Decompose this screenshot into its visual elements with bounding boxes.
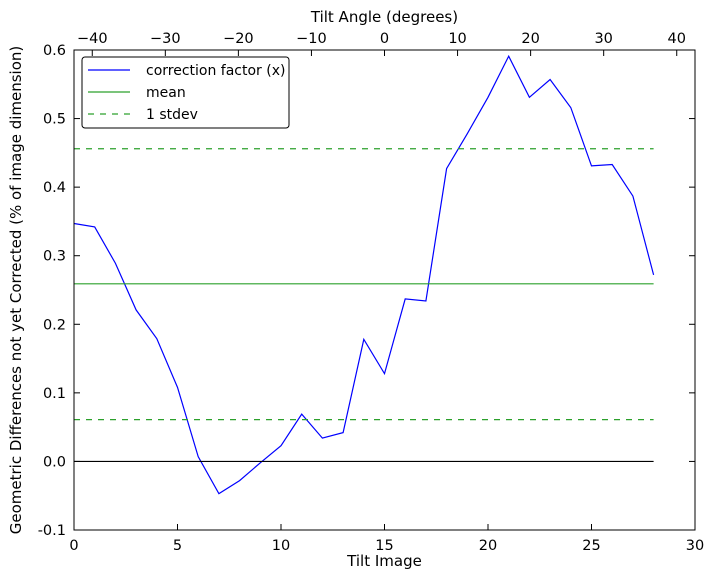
y-tick-label: 0.4 (43, 180, 66, 196)
legend-box (81, 56, 290, 129)
x-tick-label: 15 (375, 538, 393, 554)
top-tick-label: 20 (521, 31, 539, 47)
x-tick-label: 25 (582, 538, 600, 554)
axis-ticks: 0 5 10 15 20 25 30 -0.1 0.0 0.1 0.2 0.3 0.4 0.5 0.6 −40… (38, 31, 705, 554)
y-tick-label: 0.6 (43, 43, 66, 59)
series-line-0-correction-factor-x (73, 54, 655, 495)
y-tick-label: 0.0 (43, 454, 66, 470)
y-tick-label: 0.2 (43, 317, 66, 333)
top-tick-label: 10 (448, 31, 466, 47)
y-axis-label: Geometric Differences not yet Corrected … (7, 46, 25, 535)
top-tick-label: 0 (380, 31, 389, 47)
legend-entry-stdev: 1 stdev (146, 107, 198, 123)
x-tick-label: 10 (272, 538, 290, 554)
legend-entry-correction-factor: correction factor (x) (146, 63, 285, 79)
y-tick-label: -0.1 (38, 523, 66, 539)
top-tick-label: 40 (668, 31, 686, 47)
top-tick-label: −10 (296, 31, 327, 47)
y-tick-label: 0.5 (43, 112, 66, 128)
top-tick-label: −30 (150, 31, 181, 47)
top-tick-label: −40 (77, 31, 108, 47)
x-axis-label: Tilt Image (346, 552, 422, 570)
x-tick-label: 5 (173, 538, 182, 554)
top-axis-label: Tilt Angle (degrees) (310, 8, 458, 26)
top-tick-label: 30 (594, 31, 612, 47)
x-tick-label: 30 (686, 538, 704, 554)
legend-entry-mean: mean (146, 85, 186, 101)
legend: correction factor (x) mean 1 stdev (81, 56, 290, 129)
top-tick-label: −20 (223, 31, 254, 47)
y-tick-label: 0.3 (43, 249, 66, 265)
plot-marks (73, 54, 655, 495)
x-tick-label: 20 (479, 538, 497, 554)
y-tick-label: 0.1 (43, 386, 66, 402)
x-tick-label: 0 (69, 538, 78, 554)
